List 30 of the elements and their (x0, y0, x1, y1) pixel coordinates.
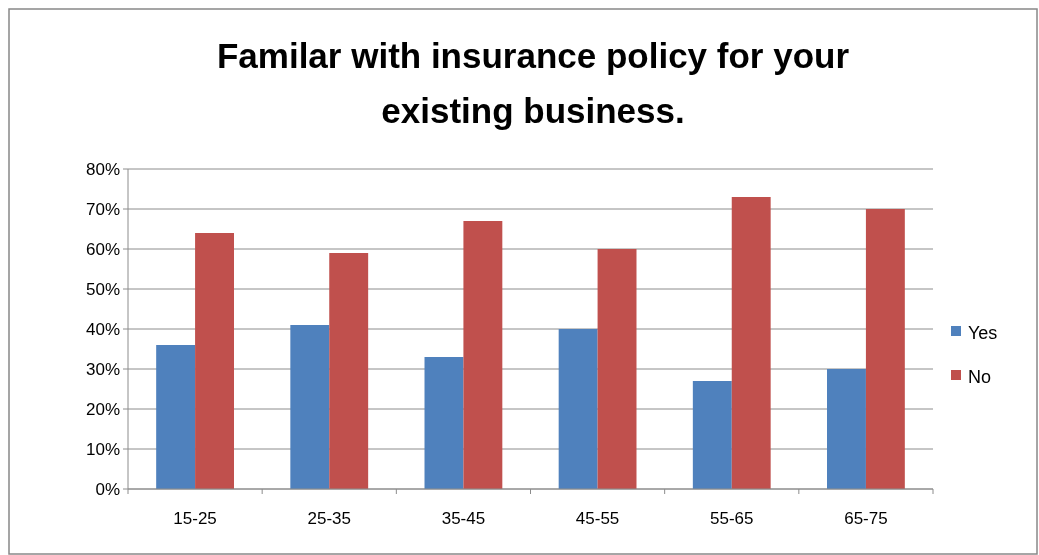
bar (731, 197, 771, 489)
bar (156, 345, 196, 489)
bar (558, 329, 598, 489)
y-tick-label: 80% (85, 160, 120, 179)
legend-label: Yes (968, 323, 998, 343)
x-tick-label: 55-65 (710, 509, 754, 528)
bar (865, 209, 905, 489)
bar (290, 325, 330, 489)
bar (827, 369, 866, 489)
y-tick-label: 40% (85, 320, 120, 339)
legend-label: No (968, 367, 992, 387)
y-tick-label: 50% (85, 280, 120, 299)
y-tick-label: 60% (85, 240, 120, 259)
y-tick-label: 20% (85, 400, 120, 419)
y-tick-label: 30% (85, 360, 120, 379)
bar (692, 381, 732, 489)
bar (424, 357, 464, 489)
bar (329, 253, 369, 489)
chart-title: Familar with insurance policy for your existing business. (216, 36, 850, 130)
x-tick-label: 25-35 (307, 509, 351, 528)
bar (195, 233, 234, 489)
x-tick-label: 15-25 (173, 509, 217, 528)
y-tick-label: 10% (85, 440, 120, 459)
x-tick-label: 35-45 (441, 509, 486, 528)
y-tick-label: 0% (95, 480, 120, 499)
bar (597, 249, 637, 489)
x-tick-label: 65-75 (844, 509, 888, 528)
bar (463, 221, 503, 489)
y-tick-label: 70% (85, 200, 120, 219)
x-tick-label: 45-55 (575, 509, 620, 528)
